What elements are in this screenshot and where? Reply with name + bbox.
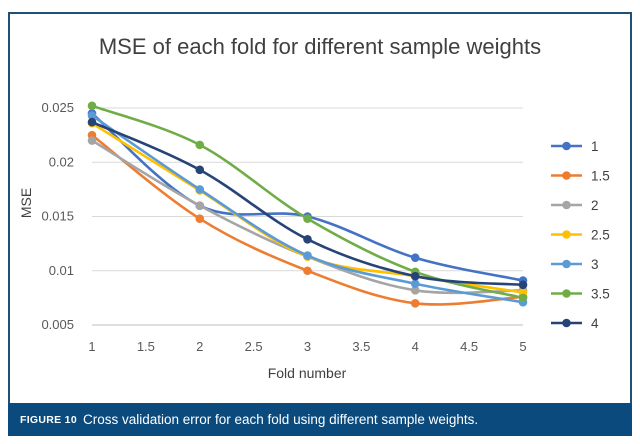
x-tick-label: 3.5 [352,339,370,354]
legend-label: 2 [591,198,599,213]
data-point [87,117,97,127]
legend-label: 3 [591,257,599,272]
x-tick-label: 4 [412,339,419,354]
y-tick-label: 0.005 [41,317,74,332]
data-point [410,271,420,281]
data-point [87,111,97,120]
legend-item: 3.5 [551,287,610,302]
data-point [410,299,420,308]
legend-swatch-marker [562,171,571,180]
figure-label: FIGURE 10 [20,413,77,426]
data-point [303,214,312,223]
data-point [303,266,312,276]
legend: 1 1.5 2 2.5 3 3.5 4 [551,139,610,331]
legend-swatch-marker [562,200,571,210]
x-axis-ticks: 1 1.5 2 2.5 3 3.5 4 4.5 5 [88,339,526,354]
x-tick-label: 3 [304,339,311,354]
data-point [410,279,420,289]
legend-item: 2 [551,198,599,213]
y-axis-label: MSE [18,188,34,218]
legend-swatch-marker [562,230,571,239]
legend-swatch-marker [562,141,571,151]
legend-swatch-marker [562,259,571,269]
legend-item: 3 [551,257,599,272]
x-tick-label: 5 [519,339,526,354]
legend-item: 4 [551,316,599,331]
legend-label: 1.5 [591,169,610,184]
data-point [303,234,312,244]
data-point [87,136,97,145]
data-point [195,185,205,194]
data-point [518,280,528,290]
data-point [303,251,312,260]
series-lines [87,101,528,308]
series-3 [87,111,528,307]
legend-item: 1 [551,139,599,154]
data-point [410,253,420,263]
chart-title: MSE of each fold for different sample we… [98,34,542,59]
y-axis-ticks: 0.005 0.01 0.015 0.02 0.025 [41,100,74,332]
gridlines [92,107,523,272]
figure-frame [8,12,632,436]
x-tick-label: 1.5 [137,339,155,354]
x-tick-label: 2 [196,339,203,354]
line-chart: 0.005 0.01 0.015 0.02 0.025 1 1.5 2 2.5 3 3.5 4 4.5… [18,100,610,381]
legend-label: 4 [591,316,599,331]
x-tick-label: 2.5 [245,339,263,354]
data-point [195,165,205,175]
legend-label: 1 [591,139,599,154]
legend-item: 2.5 [551,228,610,243]
data-point [87,101,97,111]
figure-caption: Cross validation error for each fold usi… [82,412,479,427]
data-point [195,140,205,150]
data-point [195,214,205,223]
series-4 [87,117,528,290]
x-tick-label: 4.5 [460,339,478,354]
data-point [518,293,528,303]
y-tick-label: 0.01 [49,263,74,278]
legend-item: 1.5 [551,169,610,184]
y-tick-label: 0.025 [41,100,74,115]
data-point [410,285,420,295]
legend-label: 3.5 [591,287,610,302]
figure-caption-bar: FIGURE 10 Cross validation error for eac… [8,403,632,436]
y-tick-label: 0.02 [49,154,74,169]
y-tick-label: 0.015 [41,209,74,224]
legend-swatch-marker [562,318,571,328]
x-axis-label: Fold number [268,365,347,381]
x-tick-label: 1 [88,339,95,354]
legend-swatch-marker [562,289,571,298]
data-point [195,201,205,210]
legend-label: 2.5 [591,228,610,243]
